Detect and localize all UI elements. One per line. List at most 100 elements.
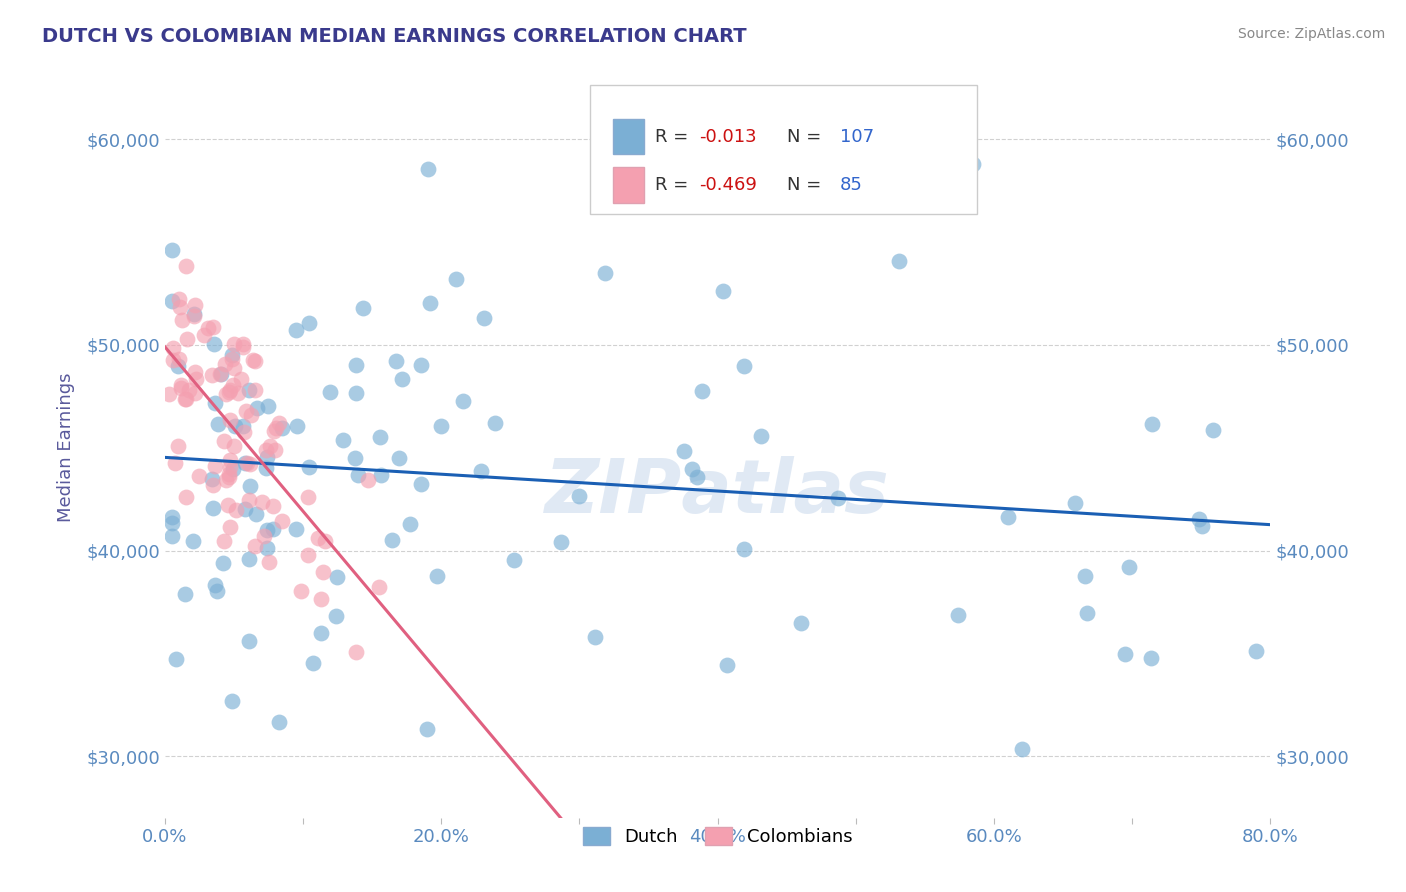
Point [370,468,392,483]
Point [326,570,349,584]
Point [236,456,259,470]
Point [162,516,184,530]
Point [1076,606,1098,620]
Point [290,583,312,598]
Point [212,533,235,548]
Point [215,387,238,401]
Text: R =: R = [655,128,693,145]
Point [252,495,274,509]
Point [183,310,205,324]
Point [503,553,526,567]
Text: 107: 107 [841,128,875,145]
Point [238,552,260,566]
Point [319,384,342,399]
Point [298,459,321,474]
Point [264,420,287,434]
Point [228,385,250,400]
Point [716,657,738,672]
Point [246,401,269,415]
Point [297,548,319,562]
Text: N =: N = [787,176,821,194]
Point [174,392,197,406]
Point [314,534,336,549]
Point [232,425,254,440]
Point [344,358,367,372]
Point [181,533,204,548]
Text: -0.469: -0.469 [699,176,756,194]
Point [827,491,849,506]
Point [221,461,243,475]
Text: ZIP​atlas: ZIP​atlas [546,456,890,529]
Point [357,473,380,487]
Point [202,501,225,516]
Point [302,657,325,671]
Text: DUTCH VS COLOMBIAN MEDIAN EARNINGS CORRELATION CHART: DUTCH VS COLOMBIAN MEDIAN EARNINGS CORRE… [42,27,747,45]
Point [1011,742,1033,756]
Point [388,451,411,466]
Point [307,531,329,545]
Point [167,439,190,453]
Point [686,470,709,484]
Point [297,490,319,504]
Text: 85: 85 [841,176,863,194]
Point [257,399,280,413]
Point [239,479,262,493]
Point [391,372,413,386]
Point [162,509,184,524]
Point [263,424,285,438]
Text: Source: ZipAtlas.com: Source: ZipAtlas.com [1237,27,1385,41]
Point [262,522,284,536]
Point [209,367,232,381]
Point [233,501,256,516]
Point [451,393,474,408]
Point [235,456,257,470]
Point [212,434,235,449]
Point [214,357,236,371]
Point [550,535,572,549]
Point [1139,650,1161,665]
Point [344,644,367,658]
Point [368,430,391,444]
Point [177,384,200,398]
Point [681,462,703,476]
Legend: Dutch, Colombians: Dutch, Colombians [575,820,859,854]
Point [169,300,191,314]
Point [269,715,291,730]
Point [215,473,238,487]
Point [256,523,278,537]
Point [444,272,467,286]
Point [271,421,294,435]
Point [790,616,813,631]
Text: -0.013: -0.013 [699,128,756,145]
Point [204,336,226,351]
Point [733,359,755,373]
Point [219,520,242,534]
Point [162,352,184,367]
Point [430,418,453,433]
FancyBboxPatch shape [591,85,977,214]
Point [212,556,235,570]
Point [221,348,243,362]
Point [243,354,266,368]
Point [309,626,332,640]
Point [176,332,198,346]
Point [162,341,184,355]
Point [229,372,252,386]
Point [264,442,287,457]
Point [1202,423,1225,437]
Point [472,310,495,325]
Point [245,508,267,522]
Point [416,162,439,177]
Point [160,244,183,258]
Point [193,328,215,343]
Point [232,337,254,351]
Point [219,383,242,397]
Point [167,351,190,366]
Point [238,633,260,648]
Point [225,502,247,516]
Point [285,418,308,433]
Point [595,266,617,280]
Point [200,368,222,382]
Point [232,418,254,433]
Point [243,384,266,398]
